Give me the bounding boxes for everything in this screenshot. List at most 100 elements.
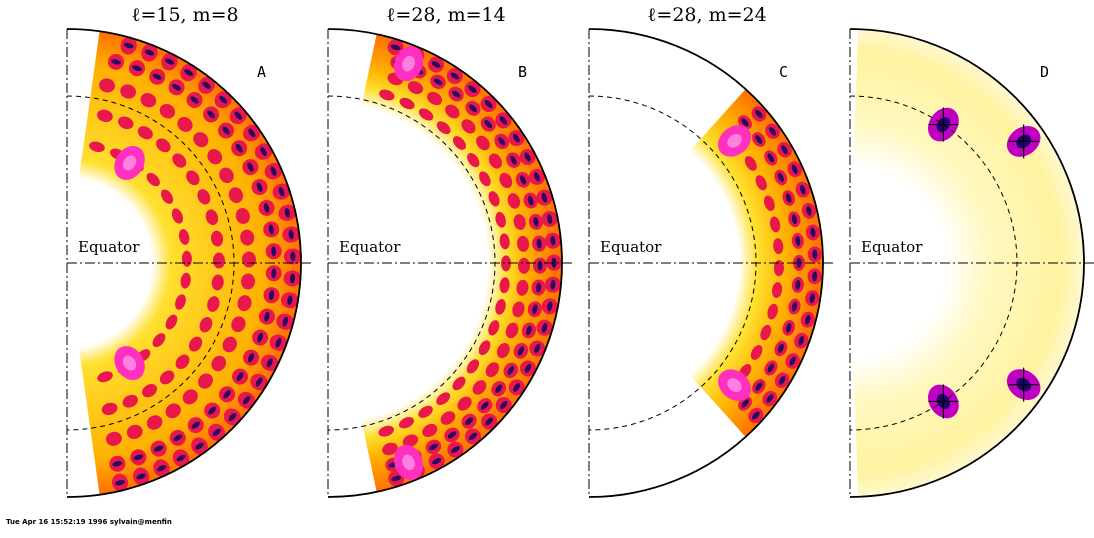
- mode-spot: [101, 402, 118, 416]
- mode-core: [541, 192, 548, 203]
- mode-core: [533, 216, 539, 227]
- mode-spot: [488, 153, 503, 169]
- mode-core: [247, 162, 254, 172]
- mode-spot: [500, 255, 511, 272]
- mode-spot: [235, 208, 250, 224]
- mode-spot: [427, 91, 443, 106]
- mode-core: [278, 186, 285, 197]
- mode-core: [795, 279, 801, 290]
- mode-core: [798, 335, 805, 346]
- mode-peak-core: [727, 133, 742, 148]
- mode-spot: [488, 320, 500, 336]
- mode-core: [390, 44, 401, 51]
- mode-spot: [126, 424, 143, 440]
- mode-core: [755, 382, 763, 391]
- mode-spot: [513, 214, 526, 231]
- mode-core: [284, 207, 291, 218]
- mode-core: [785, 193, 792, 203]
- mode-spot: [152, 333, 166, 348]
- mode-core: [524, 363, 532, 373]
- mode-spot: [105, 431, 122, 446]
- mode-spot: [382, 442, 398, 456]
- mode-core: [153, 445, 164, 452]
- mode-spot: [407, 81, 424, 95]
- mode-core: [133, 454, 144, 461]
- panel-title: ℓ=28, m=14: [386, 4, 505, 26]
- mode-spot: [517, 235, 530, 252]
- mode-core: [485, 417, 494, 426]
- mode-spot: [422, 423, 438, 438]
- mode-core: [235, 143, 243, 153]
- mode-core: [484, 120, 492, 129]
- footer: Tue Apr 16 15:52:19 1996 sylvain@menfin: [6, 518, 172, 526]
- mode-core: [810, 227, 816, 238]
- mode-spot: [205, 209, 219, 226]
- mode-core: [536, 238, 542, 249]
- mode-core: [266, 358, 273, 368]
- mode-core: [785, 323, 792, 333]
- mode-core: [550, 279, 556, 290]
- mode-core: [256, 182, 263, 192]
- mode-core: [207, 110, 216, 119]
- mode-core: [812, 271, 818, 282]
- mode-spot: [472, 380, 487, 395]
- mode-spot: [89, 141, 105, 153]
- mode-core: [450, 72, 460, 80]
- mode-core: [533, 172, 540, 182]
- mode-spot: [182, 389, 198, 405]
- mode-spot: [760, 324, 772, 341]
- mode-core: [242, 395, 251, 405]
- mode-core: [255, 377, 263, 387]
- mode-core: [288, 229, 294, 240]
- mode-core: [767, 153, 775, 163]
- mode-core: [451, 90, 461, 98]
- mode-spot: [172, 153, 187, 168]
- mode-core: [791, 164, 798, 174]
- mode-core: [263, 203, 270, 213]
- mode-core: [767, 363, 775, 373]
- mode-peak-core: [122, 355, 137, 371]
- mode-core: [257, 332, 264, 343]
- mode-core: [751, 411, 760, 420]
- mode-spot: [507, 193, 521, 209]
- mode-core: [191, 421, 200, 429]
- mode-spot: [186, 170, 200, 186]
- panel: Equator Bℓ=28, m=14: [327, 4, 572, 498]
- mode-core: [778, 375, 786, 385]
- panel-title: ℓ=15, m=8: [131, 4, 238, 26]
- mode-core: [526, 325, 532, 336]
- mode-core: [223, 390, 231, 399]
- mode-core: [812, 249, 818, 260]
- mode-spot: [517, 257, 530, 274]
- mode-core: [524, 152, 531, 162]
- mode-spot: [478, 340, 491, 356]
- mode-spot: [207, 149, 223, 165]
- mode-core: [172, 83, 181, 91]
- mode-peak-core: [402, 454, 415, 471]
- mode-core: [741, 399, 749, 408]
- mode-spot: [137, 126, 153, 140]
- mode-core: [195, 442, 204, 450]
- mode-core: [428, 443, 438, 451]
- panel-title: ℓ=28, m=24: [647, 4, 766, 26]
- mode-core: [202, 81, 211, 89]
- mode-spot: [198, 373, 213, 389]
- mode-core: [264, 311, 270, 322]
- mode-core: [512, 133, 520, 143]
- panel-label: A: [257, 63, 266, 81]
- mode-core: [755, 135, 763, 144]
- mode-spot: [499, 277, 510, 294]
- mode-core: [805, 314, 811, 325]
- mode-core: [520, 175, 527, 185]
- mode-core: [208, 406, 217, 415]
- mode-spot: [165, 314, 178, 330]
- mode-core: [282, 316, 288, 327]
- mode-core: [222, 126, 230, 135]
- mode-core: [777, 343, 784, 354]
- mode-spot: [452, 136, 467, 150]
- mode-spot: [175, 354, 190, 370]
- mode-spot: [755, 175, 767, 191]
- mode-core: [534, 343, 541, 354]
- mode-spot: [178, 229, 190, 245]
